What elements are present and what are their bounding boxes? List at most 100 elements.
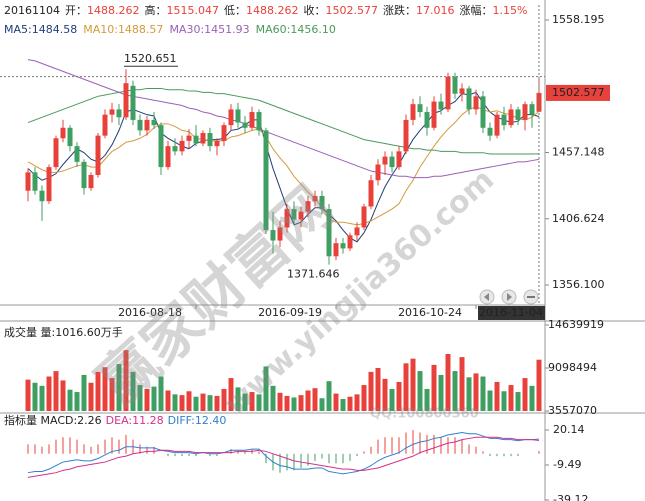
candle-body — [193, 135, 199, 144]
volume-bar — [445, 354, 451, 411]
candle-body — [123, 83, 129, 118]
candle-body — [291, 209, 297, 220]
candle-body — [270, 230, 276, 241]
volume-bar — [39, 385, 45, 411]
candle-body — [116, 109, 122, 118]
volume-bar — [88, 382, 94, 411]
volume-bar — [256, 394, 262, 411]
legend-entry: MA5:1484.58 — [4, 23, 77, 36]
quote-value: 17.016 — [416, 4, 455, 17]
candle-body — [417, 104, 423, 113]
crosshair-date-box — [478, 306, 545, 320]
y-tick-label: 3557070 — [548, 404, 597, 417]
moving-average-line — [27, 87, 540, 155]
candle-body — [361, 206, 367, 228]
candle-body — [95, 135, 101, 175]
candle-body — [25, 172, 31, 191]
volume-bar — [347, 396, 353, 411]
volume-bar — [312, 388, 318, 411]
candle-body — [88, 174, 94, 189]
volume-bar — [487, 390, 493, 411]
quote-date: 20161104 — [4, 4, 60, 17]
quote-value: 1488.262 — [246, 4, 299, 17]
candle-body — [81, 161, 87, 189]
volume-bar — [396, 381, 402, 411]
y-tick-label: -9.49 — [553, 458, 581, 471]
candle-body — [214, 140, 220, 147]
candle-body — [347, 235, 353, 249]
volume-bar — [368, 371, 374, 411]
volume-bar — [228, 378, 234, 411]
quote-value: 1488.262 — [87, 4, 140, 17]
candle-body — [319, 195, 325, 210]
volume-bar — [410, 358, 416, 411]
volume-bar — [277, 392, 283, 411]
y-tick-label: 1457.148 — [552, 145, 605, 158]
candle-body — [487, 127, 493, 136]
candle-body — [67, 127, 73, 147]
zoom-controls — [479, 289, 539, 305]
candle-body — [32, 172, 38, 191]
candle-body — [109, 109, 115, 115]
candle-body — [333, 243, 339, 257]
y-tick-label: 20.14 — [553, 423, 585, 436]
last-price-box — [546, 84, 610, 101]
volume-bar — [431, 364, 437, 411]
volume-bar — [32, 382, 38, 411]
volume-bar — [382, 378, 388, 411]
candle-body — [382, 156, 388, 165]
legend-entry: DIFF:12.40 — [168, 414, 227, 427]
candle-body — [277, 227, 283, 241]
candle-body — [403, 119, 409, 152]
candle-body — [151, 119, 157, 126]
x-tick-label: 2016-11-04 — [479, 306, 543, 319]
candle-body — [186, 135, 192, 141]
candle-body — [284, 209, 290, 228]
volume-bar — [305, 390, 311, 411]
quote-label: 低： — [224, 4, 246, 17]
volume-bar — [130, 371, 136, 411]
candle-body — [165, 146, 171, 168]
candle-body — [466, 88, 472, 110]
volume-bar — [242, 393, 248, 411]
y-tick-label: 9098494 — [548, 361, 597, 374]
volume-bar — [319, 398, 325, 411]
volume-bar — [361, 385, 367, 411]
last-price-label: 1502.577 — [552, 86, 605, 99]
volume-bar — [298, 395, 304, 411]
candle-body — [235, 109, 241, 123]
icon — [484, 293, 489, 301]
candle-body — [522, 104, 528, 120]
candle-body — [263, 130, 269, 231]
quote-header: 20161104 开：1488.262 高：1515.047 低：1488.262 收：… — [4, 3, 527, 17]
quote-value: 1502.577 — [326, 4, 379, 17]
candle-body — [305, 201, 311, 212]
volume-bar — [207, 395, 213, 411]
volume-bar — [25, 379, 31, 411]
candle-body — [200, 133, 206, 144]
candle-body — [137, 119, 143, 131]
volume-bar — [200, 393, 206, 411]
volume-bar — [375, 367, 381, 411]
volume-bar — [67, 389, 73, 411]
volume-bar — [522, 378, 528, 411]
moving-average-line — [27, 106, 540, 226]
candle-body — [340, 243, 346, 249]
volume-bar — [270, 385, 276, 411]
y-tick-label: 14639919 — [548, 318, 604, 331]
quote-label: 高： — [145, 3, 167, 17]
x-tick-label: 2016-09-19 — [258, 306, 322, 319]
volume-bar — [214, 395, 220, 411]
volume-bar — [501, 391, 507, 411]
volume-bar — [53, 371, 59, 411]
y-tick-label: 1558.195 — [552, 13, 605, 26]
candle-body — [46, 167, 52, 202]
candle-body — [452, 76, 458, 94]
volume-bar — [515, 392, 521, 411]
candle-body — [326, 209, 332, 257]
panel-title: 指标量 MACD:2.26 DEA:11.28 DIFF:12.40 — [4, 413, 226, 427]
y-tick-label: 1356.100 — [552, 278, 605, 291]
legend-entry: DEA:11.28 — [106, 414, 164, 427]
volume-bar — [529, 385, 535, 411]
volume-bar — [389, 388, 395, 411]
